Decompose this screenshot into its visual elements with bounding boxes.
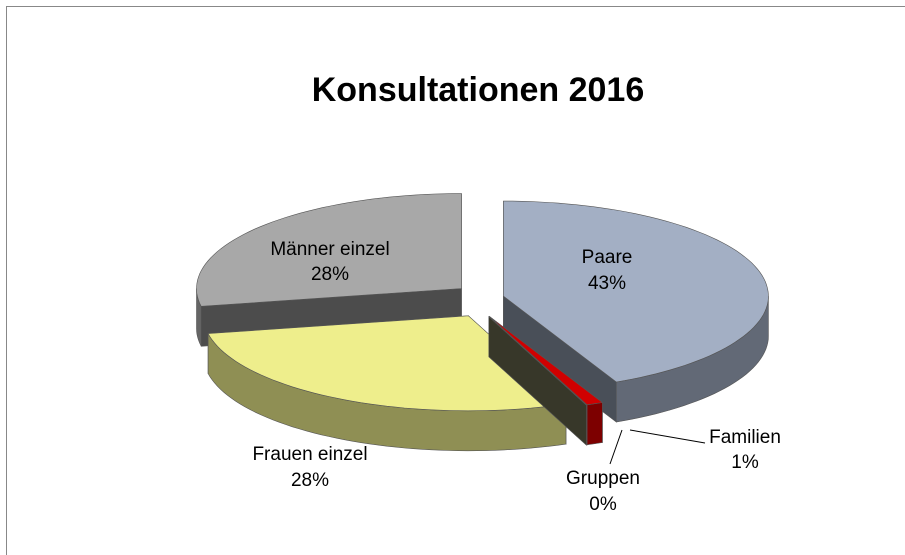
data-label-category: Männer einzel	[270, 239, 389, 260]
leader-line	[609, 429, 623, 465]
data-label-category: Familien	[709, 427, 781, 448]
slice-wall	[586, 402, 603, 446]
slice	[489, 316, 604, 406]
slice	[196, 193, 462, 307]
data-label: 28%	[291, 470, 329, 491]
pie	[196, 193, 769, 452]
leader-line	[629, 429, 706, 444]
data-label: 1%	[731, 452, 759, 473]
data-label-category: Frauen einzel	[252, 444, 367, 465]
chart-title: Konsultationen 2016	[312, 71, 645, 109]
slice	[488, 316, 587, 406]
data-label: 0%	[589, 494, 617, 515]
slice	[207, 315, 567, 412]
data-label-category: Paare	[582, 247, 633, 268]
slice	[503, 200, 769, 383]
data-label: 43%	[588, 273, 626, 294]
data-label: 28%	[311, 264, 349, 285]
data-label-category: Gruppen	[566, 468, 640, 489]
